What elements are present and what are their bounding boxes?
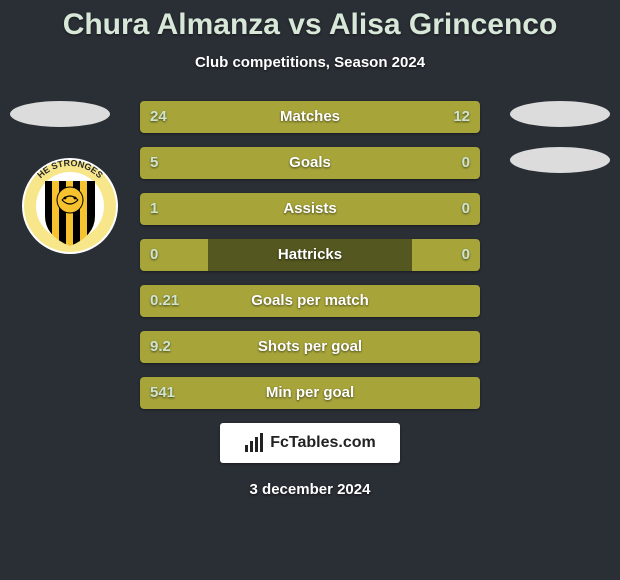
stat-row: 5 0 Goals (140, 147, 480, 179)
ellipse-placeholder-icon (510, 101, 610, 127)
stat-metric: Matches (280, 101, 340, 133)
stat-value-right: 0 (462, 239, 470, 271)
stat-row: 0 0 Hattricks (140, 239, 480, 271)
player-right-logo-1 (510, 101, 610, 141)
stat-row: 1 0 Assists (140, 193, 480, 225)
stat-row: 24 12 Matches (140, 101, 480, 133)
stat-fill-left (140, 193, 412, 225)
footer-brand: FcTables.com (220, 423, 400, 463)
ellipse-placeholder-icon (10, 101, 110, 127)
footer-brand-text: FcTables.com (270, 434, 376, 452)
ellipse-placeholder-icon (510, 147, 610, 173)
stat-metric: Min per goal (266, 377, 354, 409)
player-left-logo (10, 101, 110, 141)
stat-metric: Goals (289, 147, 331, 179)
club-badge-left: HE STRONGES (20, 156, 120, 256)
stat-row: 541 Min per goal (140, 377, 480, 409)
player-right-logo-2 (510, 147, 610, 187)
page-title: Chura Almanza vs Alisa Grincenco (0, 0, 620, 42)
stat-value-left: 541 (150, 377, 175, 409)
subtitle: Club competitions, Season 2024 (0, 54, 620, 71)
stat-metric: Goals per match (251, 285, 369, 317)
stat-value-right: 0 (462, 193, 470, 225)
bars-chart-icon (244, 433, 264, 453)
footer-date: 3 december 2024 (0, 481, 620, 498)
stat-row: 0.21 Goals per match (140, 285, 480, 317)
stat-metric: Hattricks (278, 239, 342, 271)
stat-value-left: 9.2 (150, 331, 171, 363)
stat-value-right: 12 (453, 101, 470, 133)
stat-bars: 24 12 Matches 5 0 Goals 1 0 Assists 0 0 Hattricks 0.… (140, 101, 480, 409)
stat-fill-left (140, 147, 412, 179)
stat-value-left: 5 (150, 147, 158, 179)
club-badge-icon: HE STRONGES (20, 156, 120, 256)
stat-value-right: 0 (462, 147, 470, 179)
stat-value-left: 0 (150, 239, 158, 271)
stat-value-left: 0.21 (150, 285, 179, 317)
comparison-panel: HE STRONGES 24 12 Matches 5 0 Goals 1 0 Assists 0… (0, 101, 620, 409)
stat-metric: Shots per goal (258, 331, 362, 363)
stat-row: 9.2 Shots per goal (140, 331, 480, 363)
stat-value-left: 1 (150, 193, 158, 225)
stat-metric: Assists (283, 193, 336, 225)
stat-value-left: 24 (150, 101, 167, 133)
